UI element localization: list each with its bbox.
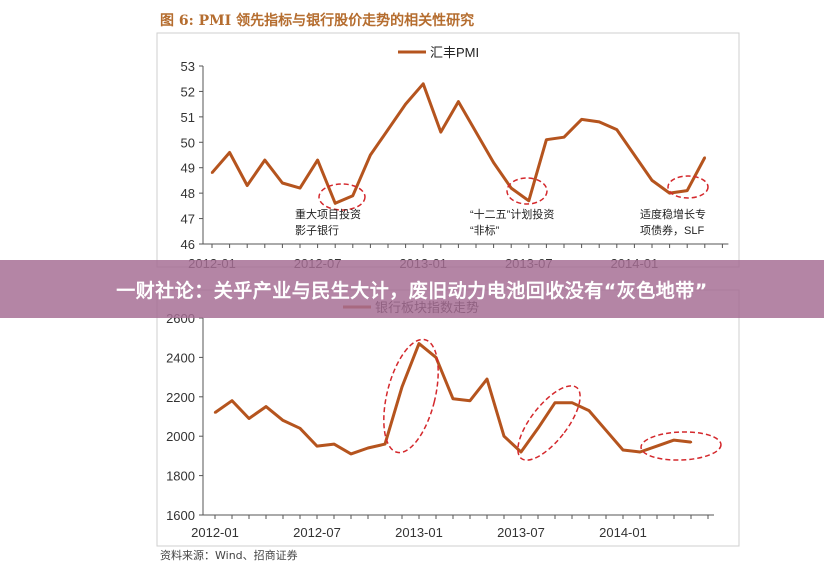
y-tick-label: 1800	[166, 469, 195, 484]
data-point	[281, 181, 284, 185]
annotation-line: 项债券，SLF	[640, 223, 704, 237]
data-point	[334, 202, 337, 205]
data-point	[570, 401, 574, 404]
annotation-line: “非标”	[470, 223, 500, 237]
data-point	[604, 429, 608, 432]
chart2-frame	[156, 289, 740, 547]
data-point	[655, 444, 659, 448]
y-tick-label: 50	[181, 135, 195, 150]
data-point	[562, 136, 566, 139]
annotation-line: “十二五”计划投资	[470, 207, 554, 221]
highlight-ellipse	[506, 177, 548, 205]
data-point	[386, 128, 390, 131]
data-point	[703, 156, 706, 159]
data-point	[545, 138, 548, 141]
data-point	[263, 158, 266, 162]
y-tick-label: 2000	[166, 429, 195, 444]
data-point	[686, 189, 689, 192]
data-point	[281, 419, 285, 422]
data-point	[485, 377, 489, 381]
data-point	[553, 401, 557, 404]
data-point	[615, 128, 618, 131]
data-point	[492, 161, 495, 164]
x-tick-label: 2012-01	[191, 525, 239, 540]
data-point	[510, 186, 513, 190]
data-point	[332, 442, 336, 446]
data-point	[587, 409, 591, 412]
data-point	[213, 411, 217, 414]
source-note: 资料来源：Wind、招商证券	[160, 549, 298, 562]
data-point	[457, 100, 460, 103]
data-point	[400, 385, 404, 389]
data-point	[298, 427, 302, 430]
y-tick-label: 2200	[166, 390, 195, 405]
highlight-ellipse	[517, 385, 581, 461]
data-point	[351, 194, 354, 197]
y-tick-label: 53	[181, 59, 195, 74]
x-tick-label: 2013-07	[497, 525, 545, 540]
chart-pmi: 46474849505152532012-012012-072013-01201…	[181, 45, 729, 271]
data-point	[633, 153, 636, 157]
highlight-ellipse	[383, 338, 439, 454]
data-point	[468, 399, 472, 402]
data-point	[417, 342, 421, 345]
annotation-line: 重大项目投资	[295, 207, 361, 221]
legend-label: 汇丰PMI	[430, 45, 479, 60]
data-point	[404, 102, 407, 106]
data-point	[264, 405, 268, 408]
data-point	[638, 450, 642, 454]
data-point	[228, 151, 231, 154]
news-banner[interactable]: 一财社论：关乎产业与民生大计，废旧动力电池回收没有“灰色地带”	[0, 260, 824, 318]
annotation-text: 适度稳增长专项债券，SLF	[640, 207, 706, 237]
data-point	[230, 399, 234, 402]
data-point	[439, 130, 442, 134]
news-banner-text: 一财社论：关乎产业与民生大计，废旧动力电池回收没有“灰色地带”	[116, 279, 708, 302]
figure-title: 图 6: PMI 领先指标与银行股价走势的相关性研究	[160, 13, 475, 29]
y-tick-label: 47	[181, 212, 195, 227]
data-point	[527, 199, 530, 202]
y-tick-label: 48	[181, 186, 195, 201]
data-point	[672, 438, 676, 442]
data-point	[383, 442, 387, 446]
highlight-ellipse	[667, 175, 709, 199]
data-point	[598, 120, 601, 124]
annotation-text: 重大项目投资影子银行	[295, 207, 361, 237]
data-point	[519, 450, 523, 454]
y-tick-label: 52	[181, 84, 195, 99]
data-point	[621, 448, 625, 452]
data-point	[650, 179, 654, 182]
annotation-text: “十二五”计划投资 “非标”	[470, 207, 554, 237]
data-point	[210, 171, 214, 174]
data-point	[369, 153, 372, 157]
y-tick-label: 49	[181, 161, 195, 176]
x-tick-label: 2014-01	[599, 525, 647, 540]
data-point	[247, 417, 251, 420]
annotation-line: 适度稳增长专	[640, 207, 706, 221]
data-point	[246, 184, 249, 187]
data-point	[366, 446, 370, 450]
data-point	[422, 82, 425, 86]
data-point	[316, 158, 319, 162]
y-tick-label: 1600	[166, 508, 195, 523]
data-point	[315, 444, 319, 448]
highlight-ellipse	[318, 183, 366, 211]
annotation-line: 影子银行	[295, 223, 339, 237]
data-point	[451, 397, 455, 400]
data-point	[689, 440, 693, 444]
data-point	[502, 435, 506, 438]
y-tick-label: 46	[181, 237, 195, 252]
y-tick-label: 51	[181, 110, 195, 125]
y-tick-label: 2400	[166, 350, 195, 365]
data-point	[580, 118, 583, 121]
highlight-ellipse	[640, 431, 722, 461]
x-tick-label: 2013-01	[395, 525, 443, 540]
data-point	[474, 130, 478, 134]
data-point	[349, 452, 353, 456]
data-point	[298, 186, 302, 190]
data-point	[536, 427, 540, 430]
x-tick-label: 2012-07	[293, 525, 341, 540]
